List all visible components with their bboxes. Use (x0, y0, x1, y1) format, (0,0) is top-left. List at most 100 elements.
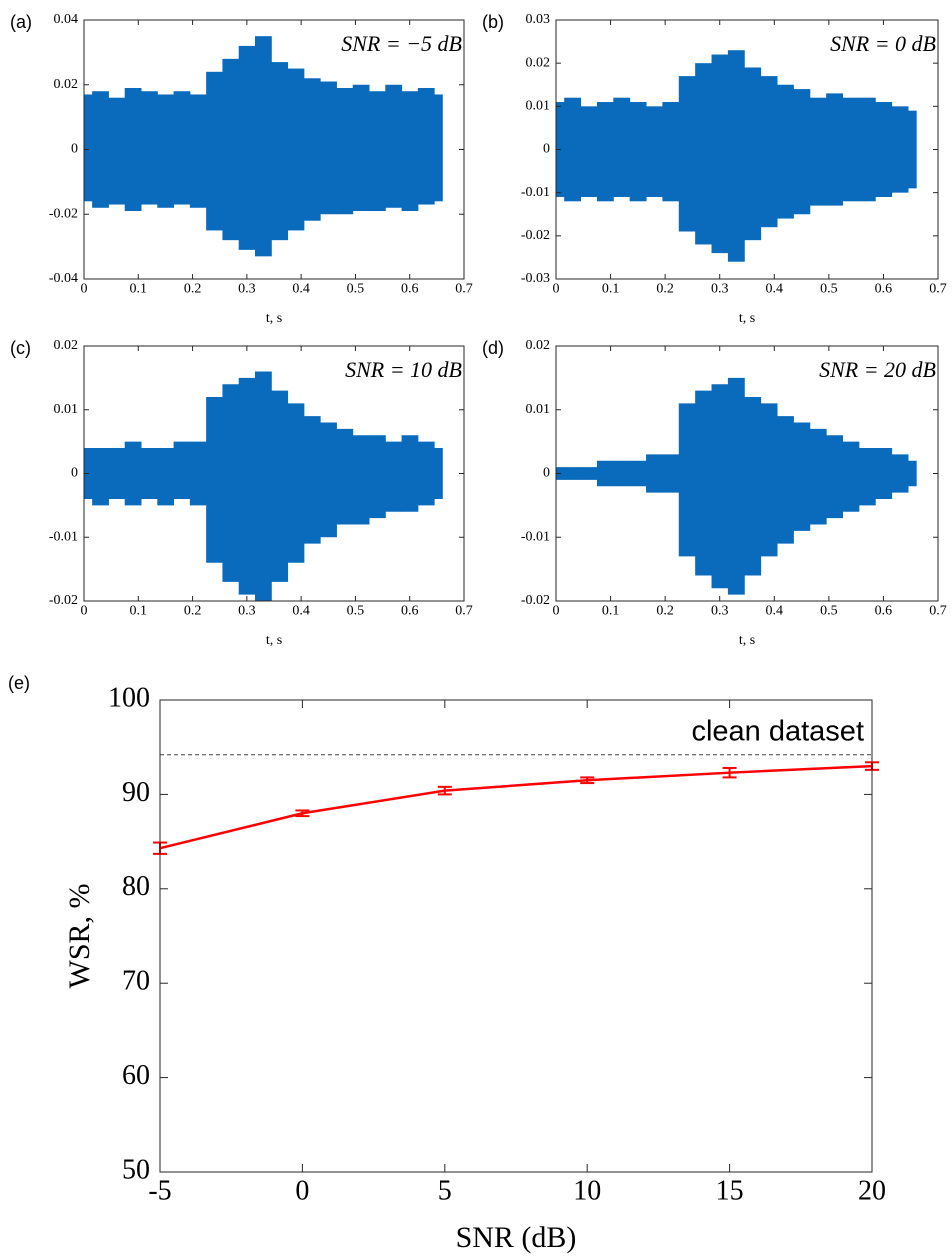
y-tick-label: 0.02 (54, 338, 79, 353)
waveform-envelope (385, 441, 403, 512)
y-tick-label: 0.02 (54, 77, 79, 92)
waveform-envelope (777, 416, 794, 544)
x-tick-label: 0.2 (656, 604, 674, 619)
waveform-envelope (434, 94, 443, 202)
reference-label: clean dataset (691, 715, 864, 747)
x-tick-label: 0.7 (455, 282, 473, 297)
waveform-envelope (417, 87, 435, 205)
waveform-envelope (564, 97, 582, 202)
y-tick-label: -0.02 (521, 228, 550, 243)
waveform-envelope (662, 454, 680, 493)
waveform-envelope (596, 102, 614, 202)
waveform-envelope (646, 106, 663, 197)
waveform-envelope (629, 102, 647, 202)
waveform-envelope (858, 448, 876, 506)
waveform-envelope (369, 435, 386, 519)
waveform-envelope (646, 454, 663, 493)
x-axis-label: t, s (266, 633, 282, 648)
y-tick-label: 0 (543, 466, 550, 481)
x-tick-label: 0.1 (602, 282, 620, 297)
waveform-envelope (271, 390, 289, 582)
panel-label: (e) (8, 673, 30, 693)
y-tick-label: 0.01 (54, 402, 79, 417)
waveform-envelope (222, 384, 240, 582)
waveform-envelope (141, 91, 158, 205)
waveform-envelope (613, 97, 631, 197)
waveform-envelope (336, 87, 354, 215)
waveform-envelope (793, 89, 811, 215)
panel-label: (c) (10, 338, 31, 358)
x-tick-label: 0.4 (766, 604, 784, 619)
y-tick-label: 0 (71, 466, 78, 481)
waveform-envelope (287, 68, 305, 231)
waveform-envelope (369, 91, 386, 212)
waveform-envelope (352, 435, 370, 525)
x-axis-label: t, s (739, 311, 755, 326)
y-tick-label: 100 (108, 682, 150, 713)
waveform-envelope (809, 428, 827, 525)
waveform-envelope (907, 110, 917, 189)
waveform-envelope (891, 454, 909, 493)
waveform-envelope (385, 84, 403, 208)
y-tick-label: -0.01 (521, 185, 550, 200)
waveform-envelope (108, 97, 126, 205)
x-tick-label: 0 (553, 282, 560, 297)
x-tick-label: 0.2 (656, 282, 674, 297)
x-tick-label: 0.7 (929, 282, 947, 297)
y-tick-label: 0.02 (526, 338, 551, 353)
x-tick-label: 0.2 (184, 282, 202, 297)
y-tick-label: -0.01 (521, 529, 550, 544)
waveform-envelope (189, 441, 207, 506)
panel-label: (b) (482, 12, 504, 32)
waveform-envelope (303, 78, 321, 221)
data-line (159, 764, 873, 850)
x-tick-label: 0 (295, 1175, 309, 1206)
waveform-envelope (727, 377, 745, 595)
waveform-envelope (141, 448, 158, 499)
waveform-envelope (678, 76, 696, 232)
waveform-envelope (858, 97, 876, 202)
x-tick-label: 0.5 (347, 282, 365, 297)
y-tick-label: -0.01 (49, 529, 78, 544)
waveform-envelope (826, 93, 843, 206)
x-tick-label: 0.3 (238, 282, 256, 297)
snr-annotation: SNR = −5 dB (341, 31, 462, 56)
x-tick-label: 0.7 (455, 604, 473, 619)
y-axis-label: WSR, % (63, 884, 96, 989)
x-tick-label: 0.7 (929, 604, 947, 619)
waveform-envelope (826, 435, 843, 519)
x-tick-label: 0.2 (184, 604, 202, 619)
y-tick-label: -0.03 (521, 271, 550, 286)
waveform-envelope (401, 91, 419, 212)
waveform-envelope (336, 428, 354, 525)
snr-annotation: SNR = 0 dB (830, 31, 936, 56)
waveform-envelope (189, 94, 207, 208)
x-tick-label: 0.4 (292, 604, 310, 619)
waveform-envelope (744, 67, 762, 241)
x-tick-label: -5 (148, 1175, 171, 1206)
y-tick-label: -0.02 (521, 593, 550, 608)
waveform-envelope (875, 448, 893, 499)
x-tick-label: 0.6 (401, 282, 419, 297)
waveform-envelope (92, 91, 109, 208)
waveform-envelope (352, 84, 370, 212)
waveform-envelope (255, 371, 272, 601)
waveform-envelope (157, 448, 175, 506)
x-tick-label: 5 (438, 1175, 452, 1206)
x-tick-label: 0 (553, 604, 560, 619)
y-tick-label: 60 (122, 1060, 150, 1091)
waveform-envelope (891, 106, 909, 193)
y-tick-label: 0.01 (526, 99, 551, 114)
waveform-envelope (711, 54, 729, 254)
y-tick-label: -0.02 (49, 206, 78, 221)
x-axis-label: SNR (dB) (456, 1221, 577, 1254)
y-tick-label: 70 (122, 966, 150, 997)
y-tick-label: 0 (71, 142, 78, 157)
snr-annotation: SNR = 20 dB (819, 357, 936, 382)
y-tick-label: 0.03 (526, 12, 551, 27)
waveform-envelope (809, 97, 827, 206)
waveform-envelope (222, 58, 240, 241)
waveform-envelope (695, 390, 713, 576)
y-tick-label: -0.02 (49, 593, 78, 608)
waveform-envelope (84, 94, 93, 202)
